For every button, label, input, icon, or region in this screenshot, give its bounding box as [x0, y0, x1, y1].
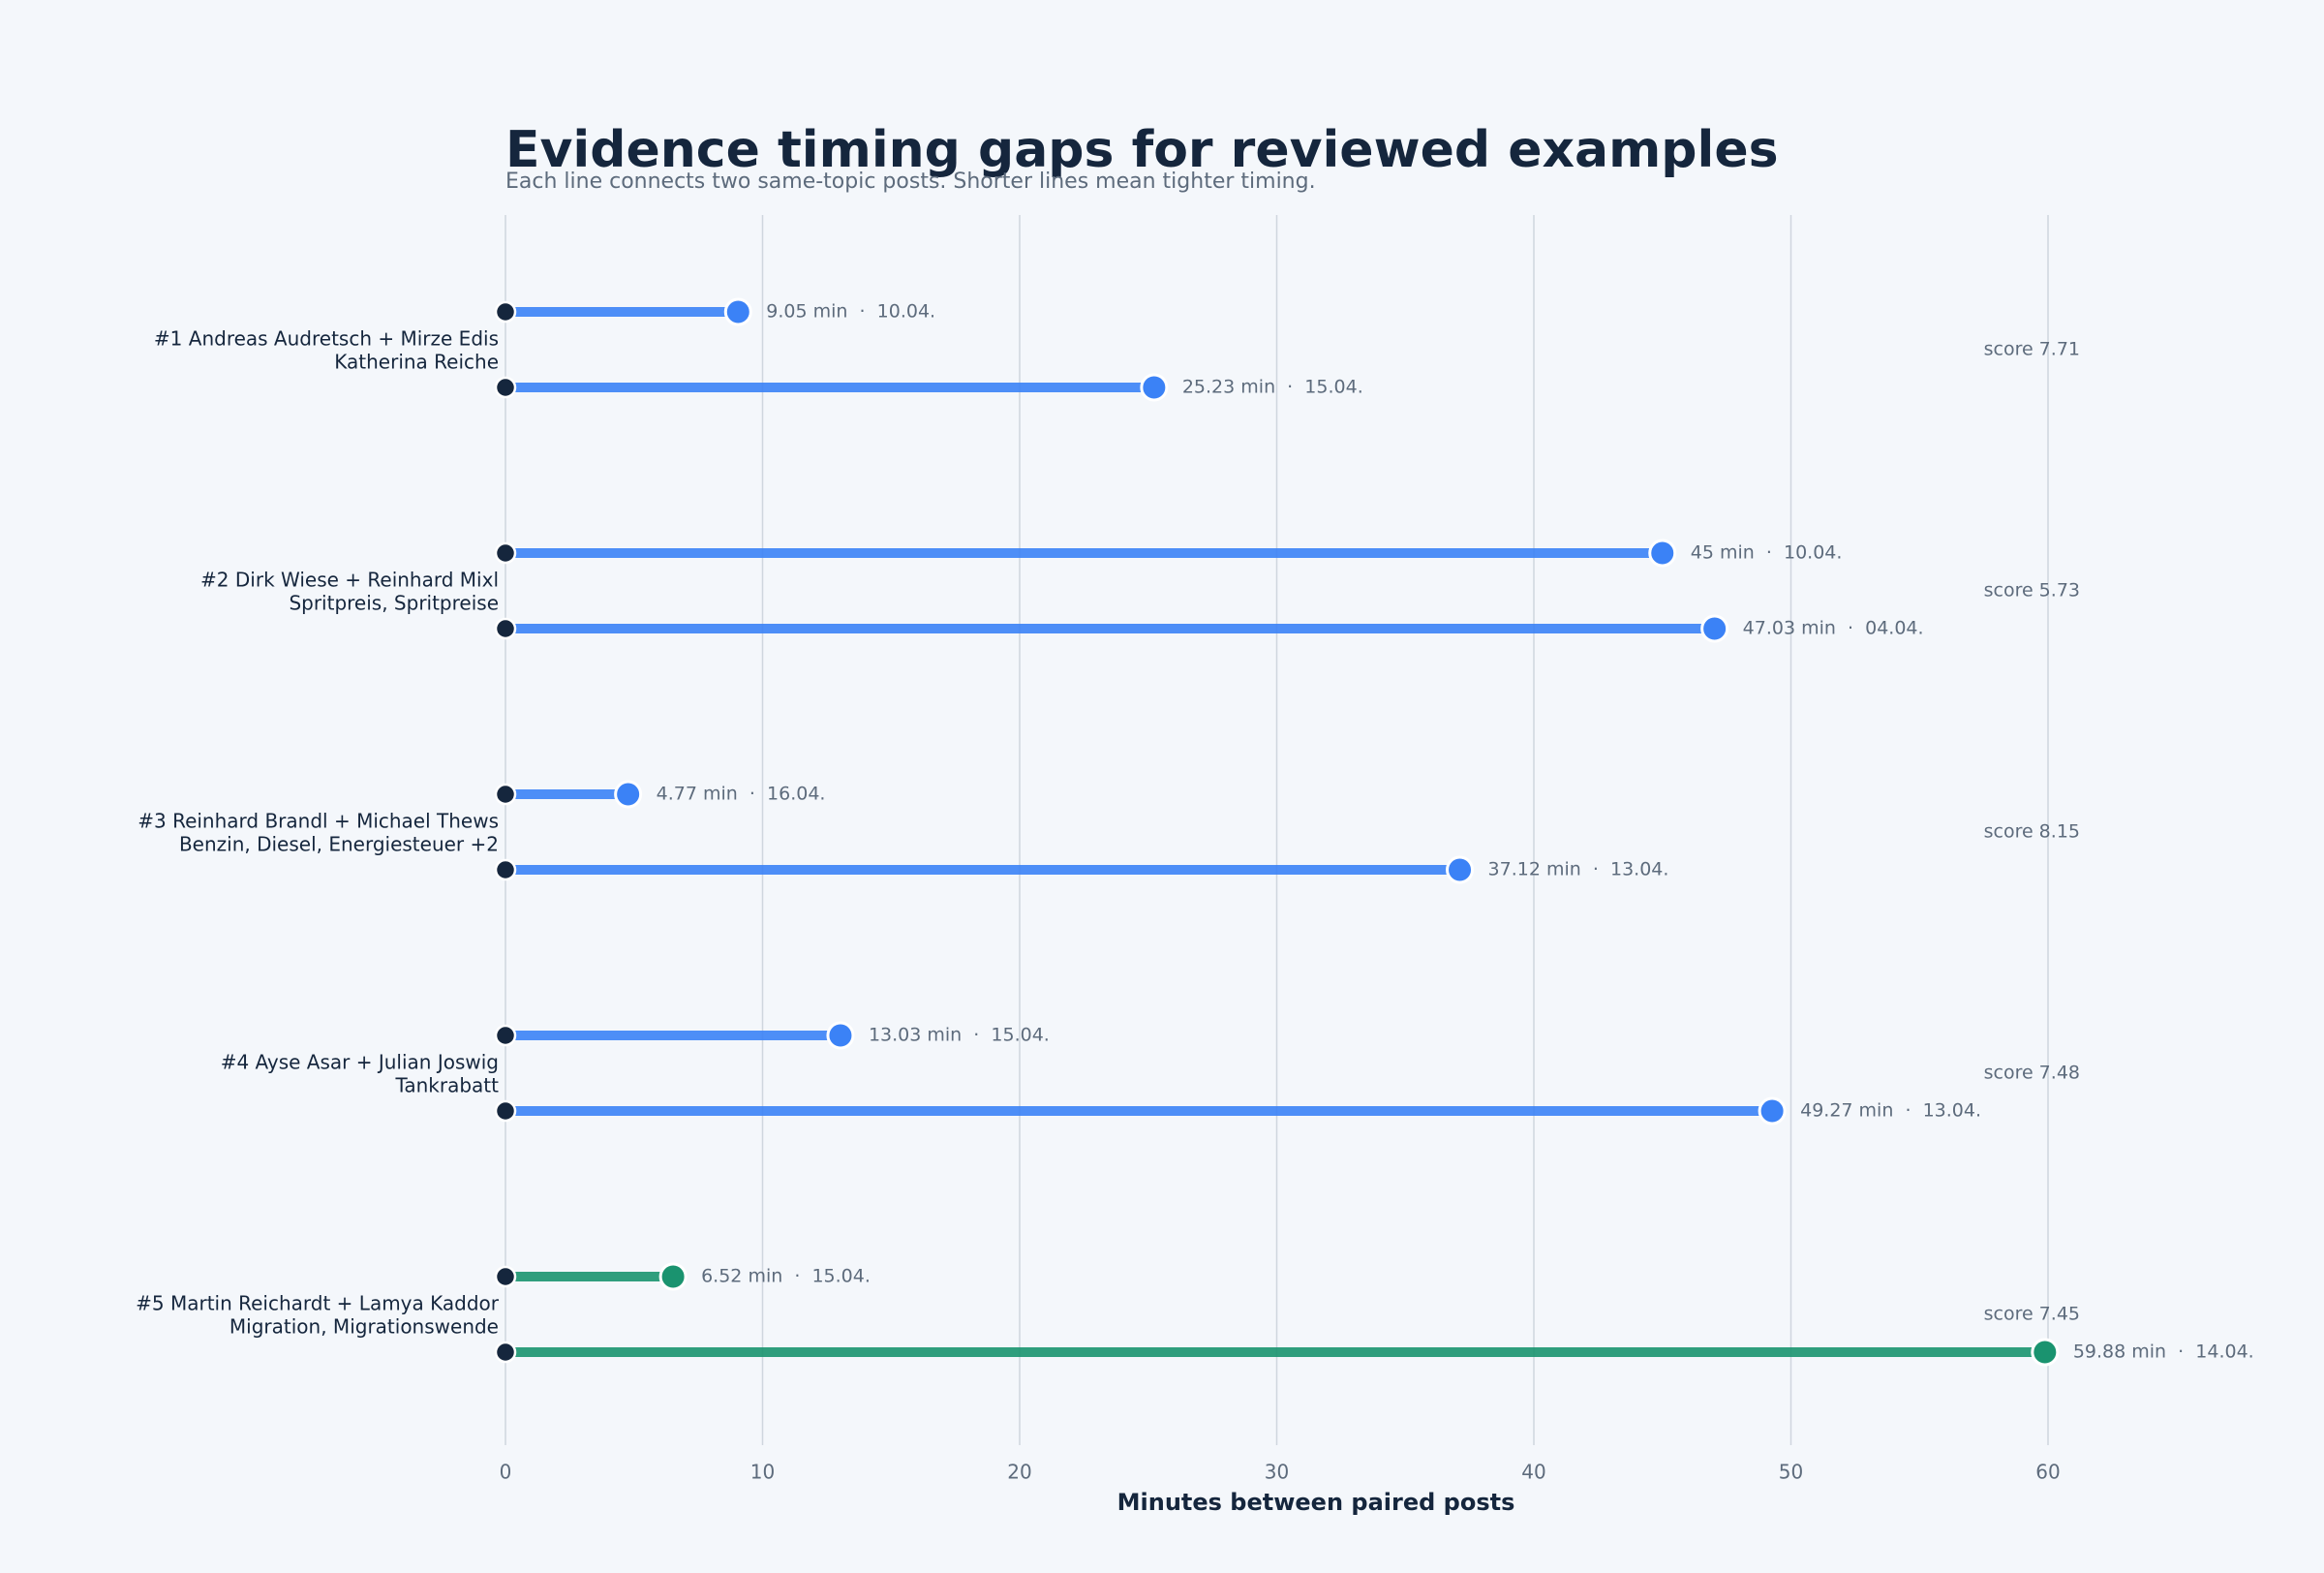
group-sublabel: Tankrabatt [394, 1074, 499, 1097]
x-tick-label: 40 [1521, 1461, 1545, 1484]
value-label: 9.05 min · 10.04. [766, 301, 935, 323]
group-label: #5 Martin Reichardt + Lamya Kaddor [136, 1292, 500, 1315]
end-dot [723, 297, 752, 326]
group-label: #1 Andreas Audretsch + Mirze Edis [154, 327, 499, 351]
start-dot [494, 541, 517, 565]
start-dot [494, 1265, 517, 1288]
end-dot [614, 780, 643, 809]
value-label: 59.88 min · 14.04. [2073, 1342, 2254, 1363]
end-dot [826, 1021, 855, 1050]
group-sublabel: Katherina Reiche [334, 351, 499, 374]
group-label: #3 Reinhard Brandl + Michael Thews [138, 810, 499, 833]
end-dot [1648, 539, 1677, 568]
x-tick-label: 30 [1265, 1461, 1289, 1484]
end-dot [2031, 1338, 2060, 1367]
x-tick-label: 20 [1007, 1461, 1031, 1484]
x-tick-label: 0 [500, 1461, 512, 1484]
value-label: 49.27 min · 13.04. [1800, 1100, 1981, 1122]
group-sublabel: Migration, Migrationswende [229, 1315, 499, 1339]
value-label: 13.03 min · 15.04. [869, 1025, 1050, 1046]
start-dot [494, 617, 517, 640]
end-dot [1446, 855, 1475, 884]
chart-subtitle: Each line connects two same-topic posts.… [505, 170, 1316, 194]
x-tick-label: 10 [750, 1461, 775, 1484]
start-dot [494, 300, 517, 324]
score-label: score 8.15 [1984, 821, 2080, 843]
score-label: score 7.71 [1984, 339, 2080, 360]
start-dot [494, 1024, 517, 1047]
group-sublabel: Benzin, Diesel, Energiesteuer +2 [179, 833, 499, 856]
x-axis-label: Minutes between paired posts [1117, 1489, 1515, 1516]
start-dot [494, 1341, 517, 1364]
score-label: score 7.48 [1984, 1063, 2080, 1084]
value-label: 4.77 min · 16.04. [657, 784, 826, 805]
start-dot [494, 1099, 517, 1123]
group-label: #4 Ayse Asar + Julian Joswig [221, 1051, 499, 1074]
value-label: 25.23 min · 15.04. [1182, 377, 1363, 398]
score-label: score 7.45 [1984, 1304, 2080, 1325]
end-dot [1700, 614, 1729, 643]
start-dot [494, 783, 517, 806]
value-label: 45 min · 10.04. [1691, 542, 1843, 564]
end-dot [1758, 1096, 1787, 1126]
start-dot [494, 376, 517, 399]
chart-title: Evidence timing gaps for reviewed exampl… [505, 121, 1779, 179]
start-dot [494, 858, 517, 881]
group-sublabel: Spritpreis, Spritpreise [289, 592, 499, 615]
x-tick-label: 50 [1779, 1461, 1803, 1484]
value-label: 6.52 min · 15.04. [701, 1266, 871, 1287]
value-label: 37.12 min · 13.04. [1488, 859, 1669, 880]
value-label: 47.03 min · 04.04. [1743, 618, 1924, 639]
group-label: #2 Dirk Wiese + Reinhard Mixl [200, 569, 499, 592]
score-label: score 5.73 [1984, 580, 2080, 601]
end-dot [658, 1262, 688, 1291]
x-tick-label: 60 [2035, 1461, 2060, 1484]
end-dot [1140, 373, 1169, 402]
